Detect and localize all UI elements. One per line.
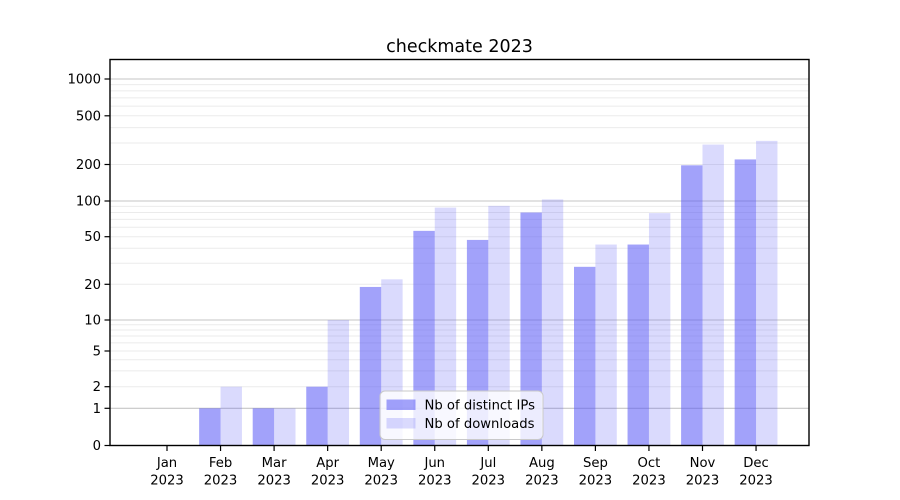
- y-tick-label: 100: [76, 195, 101, 210]
- x-tick-label: Nov: [690, 456, 716, 471]
- legend-label: Nb of downloads: [425, 417, 535, 432]
- x-tick-label: 2023: [472, 474, 506, 489]
- y-tick-label: 1000: [67, 73, 101, 88]
- bar-distinct-ips: [359, 286, 382, 446]
- bar-distinct-ips: [734, 159, 757, 446]
- x-tick-label: 2023: [311, 474, 345, 489]
- x-tick-label: 2023: [418, 474, 452, 489]
- bar-downloads: [274, 408, 296, 446]
- bar-distinct-ips: [520, 212, 542, 446]
- y-tick-label: 20: [84, 278, 101, 293]
- bar-downloads: [702, 144, 724, 446]
- bar-downloads: [220, 386, 242, 446]
- x-tick-label: Mar: [262, 456, 287, 471]
- x-tick-label: 2023: [739, 474, 773, 489]
- y-tick-label: 2: [93, 380, 101, 395]
- x-tick-label: Apr: [316, 456, 339, 471]
- x-tick-label: 2023: [686, 474, 720, 489]
- legend-swatch-distinct-ips: [386, 399, 416, 410]
- x-tick-label: May: [368, 456, 395, 471]
- y-tick-label: 500: [76, 109, 101, 124]
- x-tick-label: 2023: [257, 474, 291, 489]
- bar-downloads: [541, 199, 564, 446]
- bar-downloads: [595, 244, 617, 446]
- bar-downloads: [327, 320, 350, 446]
- y-tick-label: 200: [76, 158, 101, 173]
- chart-title: checkmate 2023: [386, 37, 533, 57]
- x-tick-label: Jul: [479, 456, 496, 471]
- plot-border: [109, 58, 810, 447]
- bar-distinct-ips: [252, 408, 275, 446]
- bar-distinct-ips: [574, 266, 596, 446]
- y-tick-label: 5: [93, 345, 101, 360]
- x-tick-label: 2023: [364, 474, 398, 489]
- bar-distinct-ips: [199, 408, 221, 446]
- x-tick-label: 2023: [150, 474, 184, 489]
- y-tick-label: 10: [84, 314, 101, 329]
- bar-downloads: [488, 205, 510, 446]
- bar-downloads: [648, 213, 671, 446]
- y-tick-label: 50: [84, 230, 101, 245]
- x-tick-label: Feb: [209, 456, 232, 471]
- x-tick-label: 2023: [204, 474, 238, 489]
- bar-downloads: [756, 140, 778, 446]
- x-tick-label: Dec: [743, 456, 769, 471]
- axis-layer: 0 1 2 5 10 20 50 100 200 500 1000 Jan 2023 Feb 2023 Mar…: [67, 58, 810, 489]
- bar-downloads: [434, 207, 457, 446]
- y-tick-label: 0: [93, 439, 101, 454]
- x-tick-label: Aug: [529, 456, 555, 471]
- x-tick-label: 2023: [525, 474, 559, 489]
- legend-label: Nb of distinct IPs: [425, 399, 536, 414]
- x-tick-label: Oct: [638, 456, 661, 471]
- legend-swatch-downloads: [386, 418, 416, 429]
- bar-distinct-ips: [306, 386, 328, 446]
- legend-box: [379, 390, 544, 440]
- x-tick-label: 2023: [579, 474, 613, 489]
- x-tick-label: 2023: [632, 474, 666, 489]
- legend: Nb of distinct IPs Nb of downloads: [379, 390, 544, 440]
- x-tick-label: Sep: [583, 456, 608, 471]
- x-tick-label: Jan: [156, 456, 177, 471]
- y-tick-label: 1: [93, 402, 101, 417]
- x-tick-label: Jun: [423, 456, 445, 471]
- bar-distinct-ips: [681, 165, 703, 446]
- bar-distinct-ips: [627, 244, 649, 446]
